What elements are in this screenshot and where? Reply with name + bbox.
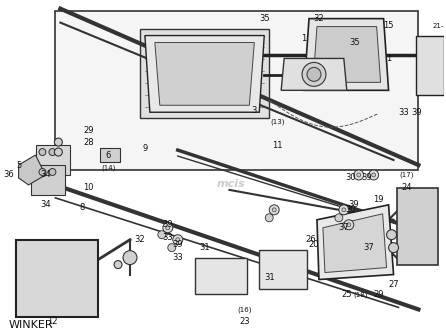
Text: 39: 39 bbox=[173, 240, 183, 249]
Text: 26: 26 bbox=[306, 235, 316, 244]
Text: 12: 12 bbox=[47, 317, 58, 326]
Text: 39: 39 bbox=[348, 200, 359, 209]
Polygon shape bbox=[323, 214, 387, 273]
Circle shape bbox=[307, 67, 321, 81]
Polygon shape bbox=[100, 148, 120, 162]
Text: 34: 34 bbox=[40, 170, 51, 179]
Text: 27: 27 bbox=[388, 280, 399, 289]
Circle shape bbox=[344, 220, 354, 230]
Circle shape bbox=[123, 250, 137, 265]
Text: 33: 33 bbox=[398, 108, 409, 117]
Text: 9: 9 bbox=[142, 144, 148, 153]
Circle shape bbox=[369, 170, 379, 180]
Circle shape bbox=[168, 244, 176, 252]
Polygon shape bbox=[194, 258, 248, 295]
Text: 34: 34 bbox=[40, 200, 51, 209]
Circle shape bbox=[354, 170, 363, 180]
Text: 39: 39 bbox=[162, 220, 173, 229]
Polygon shape bbox=[16, 240, 98, 317]
Text: 11: 11 bbox=[272, 141, 282, 150]
Circle shape bbox=[49, 149, 56, 156]
Text: 32: 32 bbox=[314, 14, 324, 23]
Text: 8: 8 bbox=[79, 203, 85, 212]
Circle shape bbox=[265, 214, 273, 222]
Text: 24: 24 bbox=[401, 183, 412, 192]
Text: 23: 23 bbox=[239, 317, 250, 326]
Text: 5: 5 bbox=[16, 161, 21, 170]
Circle shape bbox=[158, 231, 166, 239]
Circle shape bbox=[173, 235, 183, 245]
Circle shape bbox=[54, 138, 62, 146]
Text: (18): (18) bbox=[354, 291, 368, 298]
Circle shape bbox=[388, 243, 399, 253]
Text: 39: 39 bbox=[411, 108, 422, 117]
Circle shape bbox=[342, 208, 346, 212]
Polygon shape bbox=[19, 155, 45, 185]
Polygon shape bbox=[304, 19, 388, 90]
Polygon shape bbox=[396, 188, 438, 265]
Text: (16): (16) bbox=[237, 306, 252, 313]
Text: 19: 19 bbox=[373, 195, 384, 204]
Circle shape bbox=[335, 214, 343, 222]
Polygon shape bbox=[317, 205, 393, 280]
Text: 31: 31 bbox=[264, 273, 275, 282]
Text: 37: 37 bbox=[363, 243, 374, 252]
Circle shape bbox=[163, 223, 173, 233]
Polygon shape bbox=[36, 145, 70, 175]
Circle shape bbox=[39, 149, 46, 156]
Polygon shape bbox=[30, 165, 66, 195]
Circle shape bbox=[357, 173, 361, 177]
Circle shape bbox=[176, 238, 180, 242]
Circle shape bbox=[387, 230, 396, 240]
Text: 28: 28 bbox=[83, 138, 94, 147]
Text: 25: 25 bbox=[342, 290, 352, 299]
Text: 33: 33 bbox=[162, 233, 173, 242]
Text: 37: 37 bbox=[339, 223, 349, 232]
Circle shape bbox=[54, 148, 62, 156]
Polygon shape bbox=[417, 35, 444, 95]
Circle shape bbox=[272, 208, 276, 212]
Circle shape bbox=[114, 261, 122, 269]
Text: (17): (17) bbox=[399, 172, 414, 178]
Text: 20: 20 bbox=[309, 240, 319, 249]
Circle shape bbox=[339, 205, 349, 215]
Text: 1: 1 bbox=[301, 34, 307, 43]
Polygon shape bbox=[140, 29, 269, 118]
Circle shape bbox=[269, 205, 279, 215]
Text: 35: 35 bbox=[350, 38, 360, 47]
Polygon shape bbox=[155, 42, 254, 105]
Text: 29: 29 bbox=[373, 290, 384, 299]
Text: 15: 15 bbox=[383, 21, 394, 30]
Text: 32: 32 bbox=[135, 235, 145, 244]
Text: 35: 35 bbox=[259, 14, 269, 23]
Polygon shape bbox=[313, 27, 380, 82]
Circle shape bbox=[302, 62, 326, 86]
Text: 30: 30 bbox=[346, 205, 356, 214]
Polygon shape bbox=[145, 35, 264, 112]
Polygon shape bbox=[55, 11, 418, 170]
Text: 31: 31 bbox=[199, 243, 210, 252]
Text: 36: 36 bbox=[3, 170, 14, 179]
Text: (13): (13) bbox=[270, 119, 285, 126]
Polygon shape bbox=[259, 249, 307, 290]
Text: 39: 39 bbox=[361, 173, 372, 182]
Text: 10: 10 bbox=[83, 183, 94, 192]
Circle shape bbox=[166, 226, 170, 230]
Polygon shape bbox=[281, 58, 347, 90]
Circle shape bbox=[347, 223, 351, 227]
Circle shape bbox=[39, 168, 46, 175]
Text: 21-: 21- bbox=[433, 23, 444, 29]
Text: 33: 33 bbox=[172, 253, 183, 262]
Text: 6: 6 bbox=[105, 151, 111, 160]
Circle shape bbox=[372, 173, 376, 177]
Text: WINKER: WINKER bbox=[8, 320, 53, 330]
Text: 29: 29 bbox=[83, 126, 94, 135]
Circle shape bbox=[49, 168, 56, 175]
Text: mcis: mcis bbox=[217, 179, 246, 189]
Text: 30: 30 bbox=[346, 173, 356, 182]
Text: (14): (14) bbox=[101, 165, 116, 171]
Text: 1: 1 bbox=[386, 54, 391, 63]
Text: 3: 3 bbox=[252, 106, 257, 115]
